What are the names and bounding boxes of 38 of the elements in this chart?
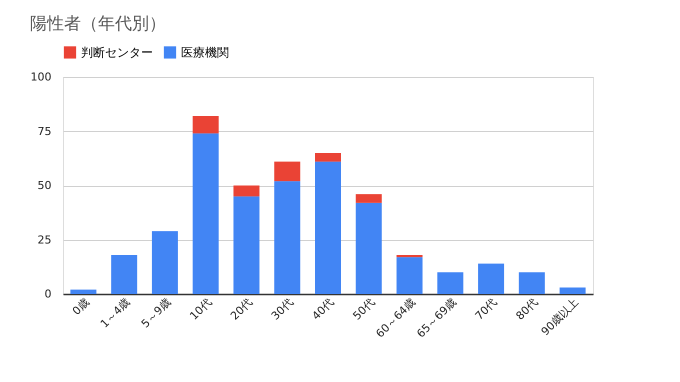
bar (274, 181, 300, 294)
bar (437, 272, 464, 294)
bar (396, 257, 423, 294)
x-tick-label: 50代 (350, 296, 378, 323)
bar (396, 254, 423, 258)
y-tick-label: 75 (38, 124, 52, 138)
x-tick-label: 90歳以上 (538, 296, 582, 338)
x-tick-label: 30代 (268, 296, 296, 323)
bar (560, 287, 586, 294)
bar (274, 162, 300, 182)
bar (518, 272, 545, 294)
bar (192, 133, 219, 294)
chart-title: 陽性者（年代別） (30, 14, 166, 34)
bar (233, 186, 260, 196)
legend-label: 医療機関 (181, 45, 229, 60)
x-tick-label: 5～9歳 (138, 296, 174, 330)
x-tick-label: 80代 (513, 296, 540, 323)
bar (315, 152, 341, 162)
bar (192, 116, 219, 134)
x-tick-label: 10代 (187, 296, 214, 323)
bar (152, 231, 178, 294)
legend-label: 判断センター (81, 45, 153, 60)
bar (356, 194, 382, 203)
x-tick-label: 20代 (228, 296, 255, 323)
bar (70, 290, 96, 294)
x-tick-label: 0歳 (70, 296, 92, 318)
bar (356, 202, 382, 294)
bar (478, 264, 504, 294)
bar (111, 254, 138, 294)
x-tick-label: 40代 (310, 296, 336, 323)
y-tick-label: 100 (30, 70, 52, 84)
y-tick-label: 0 (44, 288, 52, 300)
bar (315, 162, 341, 294)
x-tick-label: 1～4歳 (98, 296, 133, 330)
y-tick-label: 50 (38, 179, 52, 192)
y-tick-label: 25 (38, 233, 52, 246)
x-tick-label: 70代 (472, 296, 500, 323)
bar (233, 196, 260, 294)
